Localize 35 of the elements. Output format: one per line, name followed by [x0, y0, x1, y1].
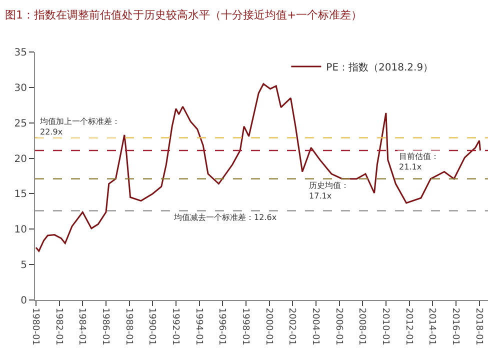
y-tick-label: 25: [14, 118, 27, 130]
x-tick-label: 1990-01: [146, 308, 157, 346]
legend-label: PE：指数（2018.2.9）: [326, 61, 434, 74]
y-tick-label: 15: [14, 189, 27, 200]
x-tick-label: 2018-01: [473, 308, 484, 346]
x-tick-label: 1992-01: [170, 308, 180, 346]
line-series: [35, 83, 482, 252]
chart-title: 图1：指数在调整前估值处于历史较高水平（十分接近均值+一个标准差）: [5, 8, 362, 22]
x-tick-label: 2016-01: [450, 308, 460, 346]
x-tick-label: 2004-01: [310, 308, 320, 346]
y-tick-label: 30: [14, 82, 27, 94]
x-tick-label: 1984-01: [76, 308, 87, 346]
ref-line-label: 历史均值：17.1x: [309, 181, 349, 200]
ref-line-label: 均值加上一个标准差：22.9x: [39, 117, 120, 136]
ref-line-label: 均值减去一个标准差：12.6x: [173, 213, 277, 222]
x-tick-label: 1986-01: [100, 308, 110, 346]
y-tick-label: 10: [14, 224, 27, 236]
x-tick-label: 2014-01: [426, 308, 437, 346]
x-tick-label: 1982-01: [53, 308, 64, 346]
x-tick-label: 2012-01: [403, 308, 414, 346]
x-tick-label: 1994-01: [193, 308, 204, 346]
x-tick-label: 1996-01: [216, 308, 227, 346]
x-tick-label: 1988-01: [123, 308, 134, 346]
y-tick-label: 0: [20, 296, 27, 306]
x-tick-label: 2002-01: [286, 308, 297, 346]
y-tick-label: 20: [14, 154, 27, 165]
x-tick-label: 2006-01: [333, 308, 344, 346]
x-tick-label: 1980-01: [30, 308, 40, 346]
x-tick-label: 1998-01: [240, 308, 250, 346]
x-tick-label: 2010-01: [380, 308, 390, 346]
y-tick-label: 5: [20, 260, 27, 272]
x-tick-label: 2008-01: [356, 308, 367, 346]
y-tick-label: 35: [14, 48, 27, 58]
ref-line-label: 目前估值：21.1x: [399, 152, 439, 172]
x-tick-label: 2000-01: [263, 308, 274, 346]
